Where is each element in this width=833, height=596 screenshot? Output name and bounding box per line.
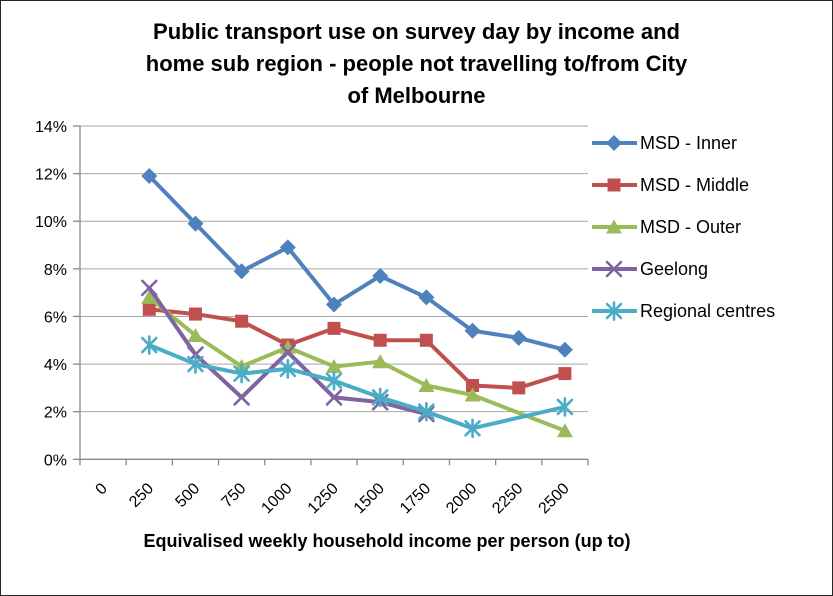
- marker-triangle-icon: [556, 423, 573, 438]
- marker-x-icon: [279, 343, 297, 361]
- marker-triangle-icon: [606, 219, 622, 234]
- legend-label: Geelong: [640, 258, 709, 279]
- marker-x-icon: [140, 279, 158, 297]
- y-tick-label: 8%: [44, 262, 67, 279]
- marker-square-icon: [188, 307, 202, 321]
- y-tick-label: 6%: [44, 309, 67, 326]
- legend-item-msd-middle: MSD - Middle: [591, 164, 775, 206]
- series-msd-inner: [141, 167, 573, 358]
- x-tick-label: 2250: [489, 480, 526, 517]
- legend-swatch-msd-outer: [592, 219, 637, 234]
- x-tick-label: 1250: [305, 480, 342, 517]
- marker-diamond-icon: [279, 239, 296, 256]
- legend-label: MSD - Inner: [640, 132, 738, 153]
- marker-square-icon: [327, 321, 341, 335]
- y-tick-label: 14%: [35, 119, 67, 136]
- marker-star-icon: [418, 401, 435, 422]
- legend-swatch-msd-inner: [592, 135, 637, 151]
- legend-label: Regional centres: [640, 300, 776, 321]
- legend-label: MSD - Middle: [640, 174, 750, 195]
- marker-star-icon: [279, 359, 297, 379]
- marker-star-icon: [325, 370, 343, 391]
- x-tick-label: 2000: [443, 480, 480, 517]
- marker-square-icon: [607, 178, 621, 192]
- marker-square-icon: [142, 302, 156, 316]
- marker-diamond-icon: [372, 267, 389, 284]
- marker-diamond-icon: [606, 135, 622, 151]
- legend-item-msd-inner: MSD - Inner: [591, 122, 775, 164]
- marker-square-icon: [512, 381, 526, 395]
- y-tick-label: 2%: [44, 405, 67, 422]
- marker-square-icon: [558, 367, 572, 381]
- legend-item-geelong: Geelong: [591, 248, 775, 290]
- legend-label: MSD - Outer: [640, 216, 742, 237]
- marker-diamond-icon: [187, 215, 204, 232]
- marker-triangle-icon: [464, 387, 481, 402]
- marker-diamond-icon: [141, 167, 158, 184]
- series-regional-centres: [140, 335, 574, 439]
- marker-diamond-icon: [464, 322, 481, 339]
- marker-x-icon: [605, 260, 623, 278]
- x-tick-label: 1500: [351, 480, 388, 517]
- marker-triangle-icon: [187, 328, 204, 343]
- x-tick-label: 500: [172, 480, 203, 511]
- marker-x-icon: [233, 389, 250, 406]
- marker-star-icon: [605, 301, 623, 321]
- marker-triangle-icon: [418, 377, 435, 392]
- marker-diamond-icon: [233, 263, 250, 280]
- marker-square-icon: [419, 333, 433, 347]
- marker-triangle-icon: [372, 354, 389, 369]
- marker-diamond-icon: [510, 329, 527, 346]
- y-tick-label: 10%: [35, 214, 67, 231]
- x-axis-title: Equivalised weekly household income per …: [143, 531, 631, 551]
- y-tick-label: 4%: [44, 357, 67, 374]
- x-tick-label: 1000: [258, 480, 295, 517]
- marker-diamond-icon: [556, 341, 573, 358]
- marker-square-icon: [235, 314, 249, 328]
- marker-diamond-icon: [326, 296, 342, 313]
- y-tick-label: 12%: [35, 167, 67, 184]
- marker-x-icon: [325, 389, 343, 406]
- marker-square-icon: [373, 333, 387, 347]
- marker-triangle-icon: [141, 289, 158, 304]
- marker-triangle-icon: [279, 339, 296, 354]
- marker-star-icon: [233, 363, 250, 384]
- legend-swatch-regional-centres: [592, 301, 637, 321]
- marker-square-icon: [466, 378, 480, 392]
- marker-diamond-icon: [418, 289, 435, 306]
- marker-star-icon: [464, 418, 481, 439]
- legend-swatch-msd-middle: [592, 178, 637, 192]
- marker-star-icon: [187, 354, 204, 374]
- x-tick-label: 2500: [536, 480, 573, 517]
- legend-swatch-geelong: [592, 260, 637, 278]
- chart-title: Public transport use on survey day by in…: [145, 19, 688, 108]
- marker-star-icon: [556, 397, 574, 417]
- legend-item-msd-outer: MSD - Outer: [591, 206, 775, 248]
- x-tick-label: 750: [219, 480, 250, 511]
- marker-triangle-icon: [326, 358, 342, 373]
- series-line: [147, 173, 567, 352]
- legend: MSD - Inner MSD - Middle MSD - Outer Geelon…: [591, 122, 775, 332]
- x-tick-label: 250: [126, 480, 157, 511]
- y-tick-label: 0%: [44, 452, 67, 469]
- marker-star-icon: [371, 387, 389, 408]
- legend-item-regional-centres: Regional centres: [591, 290, 775, 332]
- series-msd-middle: [142, 302, 572, 395]
- x-tick-label: 0: [93, 480, 111, 498]
- marker-star-icon: [140, 335, 158, 355]
- x-tick-label: 1750: [397, 480, 434, 517]
- series-line: [147, 307, 567, 390]
